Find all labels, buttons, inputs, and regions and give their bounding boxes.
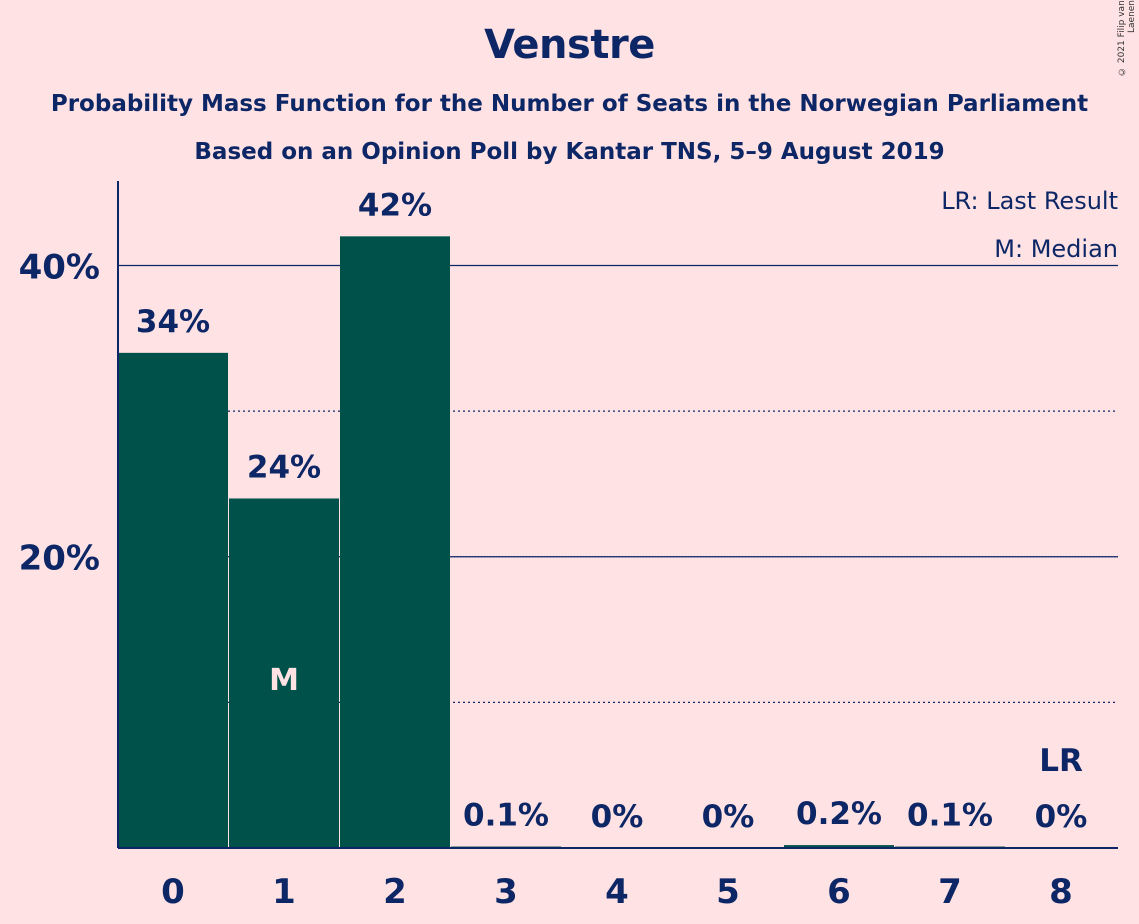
bar — [340, 236, 450, 849]
x-tick-label: 8 — [1049, 872, 1073, 912]
bar — [118, 352, 228, 848]
chart-subtitle: Probability Mass Function for the Number… — [50, 91, 1089, 117]
y-tick-label: 20% — [19, 539, 100, 579]
legend-last-result: LR: Last Result — [941, 187, 1118, 215]
chart-subtitle-poll: Based on an Opinion Poll by Kantar TNS, … — [194, 139, 945, 165]
bar — [229, 498, 339, 848]
x-tick-label: 3 — [494, 872, 518, 912]
median-marker: M — [269, 663, 299, 698]
value-label: 0% — [1035, 799, 1088, 835]
value-label: 42% — [358, 187, 432, 223]
chart-title: Venstre — [484, 22, 655, 68]
value-label: 34% — [136, 304, 210, 340]
data-labels: 34% 24% 42% 0.1% 0% 0% 0.2% 0.1% 0% M LR — [136, 187, 1087, 835]
bar — [784, 845, 894, 848]
x-tick-label: 6 — [827, 872, 851, 912]
value-label: 0.1% — [907, 798, 993, 834]
value-label: 24% — [247, 449, 321, 485]
x-tick-label: 1 — [272, 872, 296, 912]
bars — [118, 236, 1005, 849]
value-label: 0.2% — [796, 796, 882, 832]
value-label: 0% — [591, 799, 644, 835]
x-tick-label: 4 — [605, 872, 629, 912]
axes: 20% 40% 0 1 2 3 4 5 6 7 8 — [19, 181, 1118, 912]
x-tick-label: 7 — [938, 872, 962, 912]
legend-median: M: Median — [994, 235, 1118, 263]
x-tick-label: 5 — [716, 872, 740, 912]
last-result-marker: LR — [1039, 743, 1083, 779]
x-tick-label: 2 — [383, 872, 407, 912]
value-label: 0% — [702, 799, 755, 835]
y-tick-label: 40% — [19, 247, 100, 287]
x-tick-label: 0 — [161, 872, 185, 912]
value-label: 0.1% — [463, 798, 549, 834]
